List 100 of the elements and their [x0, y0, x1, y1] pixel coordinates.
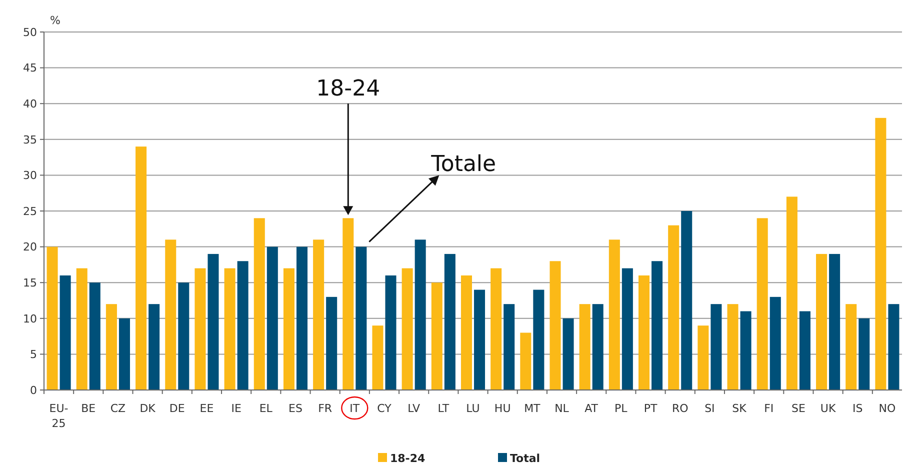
- y-tick-label: 0: [30, 384, 37, 397]
- bar: [106, 304, 117, 390]
- bar: [283, 268, 294, 390]
- x-tick-label: LU: [466, 402, 480, 415]
- bar: [60, 275, 71, 390]
- bar: [875, 118, 886, 390]
- x-tick-label: MT: [524, 402, 541, 415]
- bar: [698, 326, 709, 390]
- bar: [460, 275, 472, 390]
- bar: [237, 261, 248, 390]
- bar: [385, 275, 396, 390]
- bar: [579, 304, 590, 390]
- y-tick-label: 50: [23, 26, 37, 39]
- bar: [296, 246, 308, 390]
- bar: [652, 261, 663, 390]
- x-tick-label: DE: [169, 402, 185, 415]
- legend-label: Total: [510, 452, 540, 465]
- bar: [224, 268, 236, 390]
- x-tick-label: FR: [318, 402, 332, 415]
- x-tick-label: DK: [140, 402, 156, 415]
- x-tick-label: SI: [704, 402, 715, 415]
- bar: [46, 246, 58, 390]
- x-tick-label: HU: [494, 402, 511, 415]
- x-tick-label: IT: [350, 402, 360, 415]
- bar: [76, 268, 88, 390]
- bar: [846, 304, 857, 390]
- bar: [254, 218, 265, 390]
- x-tick-label: NO: [878, 402, 896, 415]
- bar: [550, 261, 561, 390]
- y-tick-label: 35: [23, 133, 37, 146]
- x-tick-label: SE: [791, 402, 806, 415]
- x-tick-label: AT: [584, 402, 598, 415]
- x-tick-label: PT: [644, 402, 658, 415]
- bar: [414, 240, 426, 390]
- bar: [148, 304, 160, 390]
- x-tick-label: EE: [200, 402, 214, 415]
- bar: [372, 326, 384, 390]
- y-tick-label: 10: [23, 312, 37, 326]
- x-tick-label: FI: [764, 402, 774, 415]
- bar: [136, 146, 147, 390]
- x-tick-label: LV: [408, 402, 421, 415]
- bar: [740, 311, 752, 390]
- bar: [520, 332, 532, 390]
- bar: [431, 282, 442, 390]
- bar: [490, 268, 502, 390]
- y-tick-label: 25: [23, 204, 37, 218]
- bar: [829, 254, 840, 390]
- bar: [638, 275, 650, 390]
- x-tick-label: EU-25: [49, 402, 68, 430]
- bar: [165, 240, 176, 390]
- bar: [474, 290, 486, 390]
- bar: [622, 268, 633, 390]
- bar: [194, 268, 206, 390]
- bar: [592, 304, 604, 390]
- x-tick-label: PL: [614, 402, 628, 415]
- x-tick-label: LT: [438, 402, 450, 415]
- y-tick-label: 30: [23, 169, 37, 182]
- x-tick-label: CY: [377, 402, 392, 415]
- bar: [533, 290, 544, 390]
- x-tick-label: RO: [672, 402, 689, 415]
- bar: [444, 254, 456, 390]
- bar: [89, 282, 100, 390]
- bar: [668, 225, 680, 390]
- annotation: Totale: [430, 152, 496, 178]
- bar: [786, 196, 798, 390]
- bar: [326, 296, 338, 390]
- legend-label: 18-24: [390, 452, 426, 465]
- bar: [356, 246, 367, 390]
- x-tick-label: CZ: [110, 402, 126, 415]
- y-tick-label: 15: [23, 276, 37, 290]
- bar: [816, 254, 828, 390]
- x-tick-label: ES: [288, 402, 302, 415]
- x-tick-label: BE: [81, 402, 96, 415]
- bar: [313, 240, 324, 390]
- bar: [608, 240, 620, 390]
- x-tick-label: EL: [259, 402, 274, 415]
- bar: [342, 218, 354, 390]
- bar: [858, 318, 870, 390]
- y-tick-label: 20: [23, 240, 37, 254]
- x-tick-label: SK: [732, 402, 748, 415]
- bar: [504, 304, 515, 390]
- annotation: 18-24: [316, 76, 380, 102]
- bar: [178, 282, 190, 390]
- bar: [756, 218, 768, 390]
- x-tick-label: NL: [554, 402, 570, 415]
- y-tick-label: 45: [23, 62, 37, 75]
- bar: [710, 304, 722, 390]
- bar: [118, 318, 130, 390]
- x-tick-label: UK: [820, 402, 836, 415]
- y-tick-label: 40: [23, 97, 37, 110]
- bar: [208, 254, 219, 390]
- y-tick-label: 5: [30, 348, 37, 362]
- bar: [770, 296, 781, 390]
- x-tick-label: IE: [231, 402, 242, 415]
- bar: [402, 268, 413, 390]
- bar: [727, 304, 738, 390]
- bar: [888, 304, 900, 390]
- x-tick-label: IS: [852, 402, 863, 415]
- y-axis-title: %: [50, 14, 60, 27]
- bar: [266, 246, 278, 390]
